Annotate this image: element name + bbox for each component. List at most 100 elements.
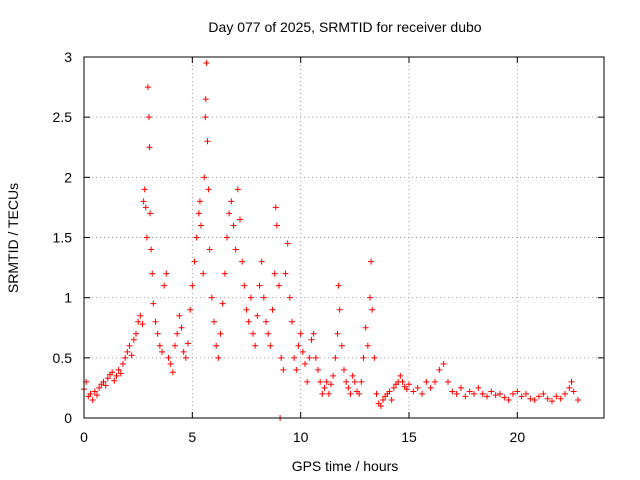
y-tick-label: 0.5 (53, 350, 73, 366)
data-point (146, 144, 153, 151)
data-point (371, 354, 378, 361)
data-point (562, 390, 568, 397)
data-point (308, 336, 315, 343)
data-point (368, 258, 375, 265)
data-point (230, 222, 237, 229)
data-point (245, 318, 252, 325)
data-point (336, 306, 343, 313)
data-point (232, 246, 239, 253)
data-point (557, 395, 564, 402)
data-point (247, 294, 254, 301)
data-point (203, 60, 210, 67)
data-point (282, 270, 289, 277)
data-point (399, 378, 406, 385)
data-point (289, 318, 295, 325)
data-point (293, 366, 300, 373)
data-point (304, 378, 311, 385)
data-point (341, 366, 347, 373)
data-point (347, 390, 354, 397)
data-point (182, 354, 189, 361)
data-point (104, 375, 111, 382)
data-point (180, 348, 187, 355)
data-point (531, 396, 538, 403)
data-point (217, 330, 224, 337)
data-point (149, 270, 156, 277)
data-point (334, 330, 341, 337)
data-point (479, 390, 486, 397)
data-point (204, 138, 211, 145)
data-point (111, 377, 118, 384)
data-point (410, 388, 417, 395)
data-point (445, 378, 451, 385)
data-point (169, 369, 176, 376)
y-tick-label: 1 (64, 290, 72, 306)
data-point (256, 282, 263, 289)
data-point (163, 270, 170, 277)
data-point (234, 186, 241, 193)
data-point (436, 366, 443, 373)
data-point (254, 312, 261, 319)
data-point (351, 378, 358, 385)
data-point (527, 395, 534, 402)
data-point (174, 330, 181, 337)
data-point (137, 312, 144, 319)
data-point (126, 342, 133, 349)
data-point (185, 340, 191, 347)
data-point (299, 348, 306, 355)
data-point (243, 306, 250, 313)
data-point (523, 390, 529, 397)
x-tick-label: 10 (293, 429, 309, 445)
data-point (466, 388, 473, 395)
data-point (195, 210, 202, 217)
data-point (196, 198, 203, 205)
data-point (159, 348, 165, 355)
data-point (306, 354, 313, 361)
data-point (568, 378, 575, 385)
data-point (356, 390, 363, 397)
data-point (200, 270, 207, 277)
x-tick-label: 0 (80, 429, 88, 445)
data-point (575, 396, 581, 403)
data-point (317, 378, 324, 385)
data-point (120, 360, 126, 367)
y-tick-label: 2.5 (53, 109, 73, 125)
data-point (152, 318, 159, 325)
data-point (302, 360, 308, 367)
data-point (96, 384, 103, 391)
data-point (94, 392, 100, 399)
data-point (432, 378, 438, 385)
data-point (471, 390, 477, 397)
data-point (226, 210, 233, 217)
data-point (265, 330, 272, 337)
data-point (202, 96, 209, 103)
data-point (423, 378, 430, 385)
data-point (198, 222, 204, 229)
data-point (367, 294, 373, 301)
data-point (403, 386, 410, 393)
x-tick-label: 15 (401, 429, 417, 445)
data-point (373, 390, 380, 397)
data-point (338, 342, 345, 349)
data-point (201, 174, 208, 181)
data-point (505, 396, 512, 403)
data-point (321, 384, 328, 391)
data-point (221, 270, 228, 277)
data-point (419, 390, 425, 397)
data-point (150, 300, 157, 307)
data-point (501, 394, 508, 401)
data-point (358, 378, 365, 385)
data-point (390, 384, 397, 391)
data-point (206, 246, 213, 253)
data-point (142, 204, 149, 211)
data-point (148, 246, 155, 253)
data-point (213, 342, 220, 349)
data-point (510, 390, 516, 397)
data-point (323, 378, 330, 385)
data-point (165, 354, 172, 361)
data-point (224, 234, 230, 241)
y-tick-label: 2 (64, 169, 72, 185)
data-point (147, 210, 154, 217)
data-point (215, 354, 222, 361)
data-point (267, 342, 274, 349)
